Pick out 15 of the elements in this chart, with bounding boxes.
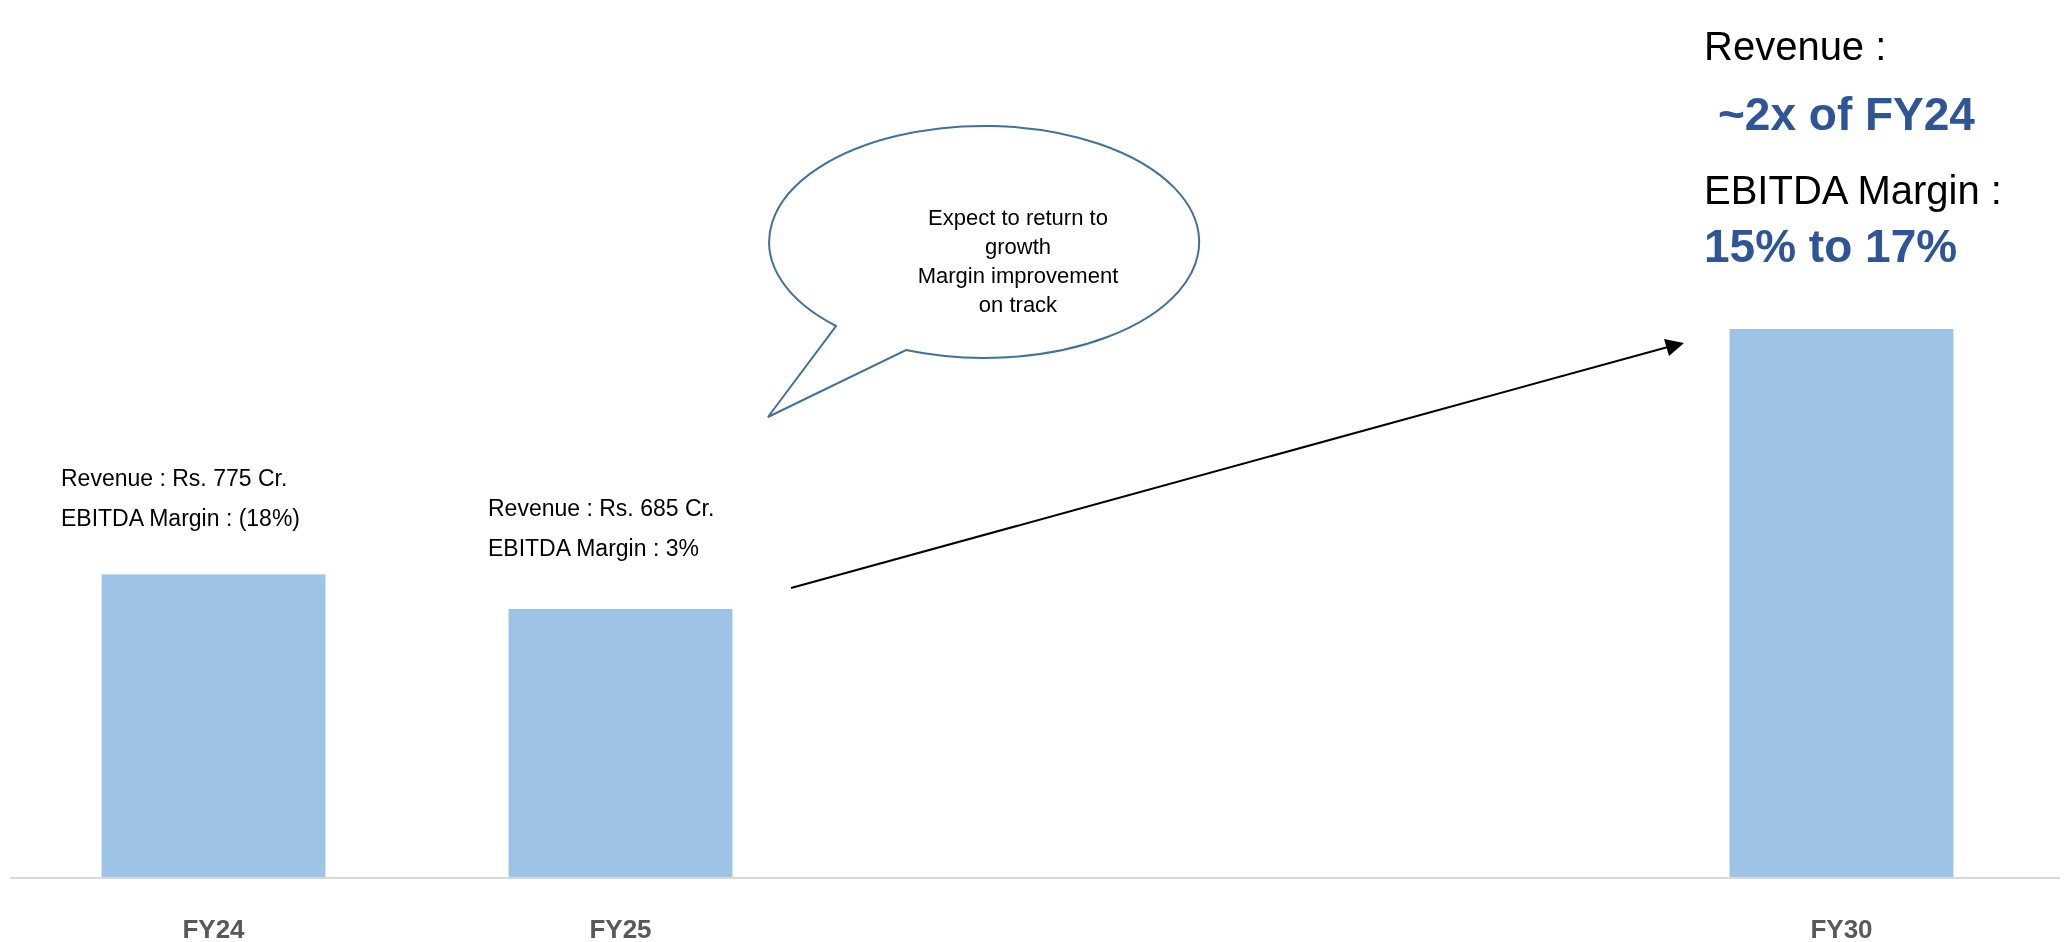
annotation: Revenue : Rs. 685 Cr. xyxy=(488,495,715,521)
x-tick-label: FY25 xyxy=(589,914,652,942)
text: 15% to 17% xyxy=(1704,220,1958,272)
text: ~2x of FY24 xyxy=(1718,88,1976,140)
annotation: EBITDA Margin : 3% xyxy=(488,535,699,561)
x-tick-label: FY30 xyxy=(1810,914,1873,942)
text: Expect to return to xyxy=(928,205,1108,230)
text: Margin improvement xyxy=(917,263,1119,288)
annotation: Revenue : Rs. 775 Cr. xyxy=(61,465,288,491)
x-tick-label: FY24 xyxy=(182,914,246,942)
annotation: EBITDA Margin : (18%) xyxy=(61,505,301,531)
text: on track xyxy=(978,292,1059,317)
text: Revenue : xyxy=(1704,24,1887,68)
text: EBITDA Margin : xyxy=(1704,168,2002,212)
text: growth xyxy=(984,234,1052,259)
